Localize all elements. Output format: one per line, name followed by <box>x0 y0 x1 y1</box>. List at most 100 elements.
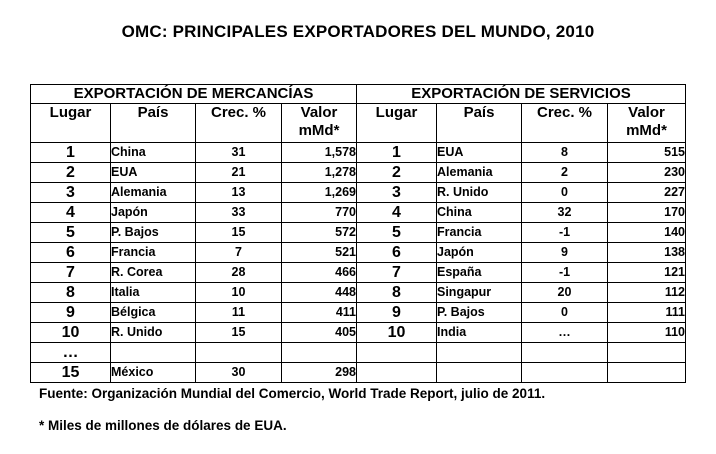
serv-growth-cell: 32 <box>521 202 608 223</box>
serv-rank-cell: 2 <box>356 162 437 183</box>
serv-value-cell <box>607 362 686 383</box>
serv-growth-cell: 8 <box>521 142 608 163</box>
merch-rank-cell: 7 <box>30 262 111 283</box>
table-row: 3 Alemania 13 1,269 3 R. Unido 0 227 <box>30 182 686 203</box>
serv-value-cell: 112 <box>607 282 686 303</box>
merch-country-cell: Japón <box>110 202 196 223</box>
merch-col-growth: Crec. % <box>195 103 282 143</box>
serv-growth-cell: 9 <box>521 242 608 263</box>
serv-col-value: Valor mMd* <box>607 103 686 143</box>
table-row: 2 EUA 21 1,278 2 Alemania 2 230 <box>30 162 686 183</box>
merch-growth-cell: 15 <box>195 222 282 243</box>
serv-growth-cell: 20 <box>521 282 608 303</box>
serv-rank-cell: 1 <box>356 142 437 163</box>
serv-country-cell: Singapur <box>436 282 522 303</box>
merch-value-cell: 405 <box>281 322 357 343</box>
merch-rank-cell: 4 <box>30 202 111 223</box>
merch-rank-cell: 9 <box>30 302 111 323</box>
merch-growth-cell: 21 <box>195 162 282 183</box>
merch-value-cell: 1,269 <box>281 182 357 203</box>
merch-rank-cell: 15 <box>30 362 111 383</box>
serv-growth-cell <box>521 342 608 363</box>
serv-value-cell: 138 <box>607 242 686 263</box>
table-row: 5 P. Bajos 15 572 5 Francia -1 140 <box>30 222 686 243</box>
merch-col-rank: Lugar <box>30 103 111 143</box>
merch-rank-cell: 6 <box>30 242 111 263</box>
merch-growth-cell: 15 <box>195 322 282 343</box>
serv-growth-cell: -1 <box>521 262 608 283</box>
serv-value-cell: 110 <box>607 322 686 343</box>
table-row: … <box>30 342 686 363</box>
merch-country-cell: EUA <box>110 162 196 183</box>
serv-country-cell: Japón <box>436 242 522 263</box>
merch-country-cell <box>110 342 196 363</box>
serv-country-cell: China <box>436 202 522 223</box>
merch-rank-cell: 8 <box>30 282 111 303</box>
merch-value-cell: 411 <box>281 302 357 323</box>
serv-rank-cell: 4 <box>356 202 437 223</box>
merch-growth-cell <box>195 342 282 363</box>
merch-value-cell: 1,278 <box>281 162 357 183</box>
merch-country-cell: R. Corea <box>110 262 196 283</box>
serv-value-cell: 111 <box>607 302 686 323</box>
serv-growth-cell <box>521 362 608 383</box>
merch-value-cell: 298 <box>281 362 357 383</box>
merch-country-cell: Bélgica <box>110 302 196 323</box>
group-header-row: EXPORTACIÓN DE MERCANCÍAS EXPORTACIÓN DE… <box>30 84 686 104</box>
table-row: 8 Italia 10 448 8 Singapur 20 112 <box>30 282 686 303</box>
table-row: 4 Japón 33 770 4 China 32 170 <box>30 202 686 223</box>
merch-rank-cell: 2 <box>30 162 111 183</box>
merch-value-cell: 466 <box>281 262 357 283</box>
serv-rank-cell: 6 <box>356 242 437 263</box>
serv-col-growth: Crec. % <box>521 103 608 143</box>
merch-country-cell: R. Unido <box>110 322 196 343</box>
merch-country-cell: China <box>110 142 196 163</box>
footnote: * Miles de millones de dólares de EUA. <box>39 418 287 433</box>
merch-value-cell: 448 <box>281 282 357 303</box>
merch-growth-cell: 10 <box>195 282 282 303</box>
column-header-row: Lugar País Crec. % Valor mMd* Lugar País… <box>30 103 686 143</box>
table-body: 1 China 31 1,578 1 EUA 8 515 2 EUA 21 1,278 2 Alemani… <box>30 142 686 383</box>
serv-col-country: País <box>436 103 522 143</box>
serv-rank-cell <box>356 342 437 363</box>
table-row: 9 Bélgica 11 411 9 P. Bajos 0 111 <box>30 302 686 323</box>
serv-country-cell: P. Bajos <box>436 302 522 323</box>
merch-growth-cell: 13 <box>195 182 282 203</box>
merch-country-cell: Alemania <box>110 182 196 203</box>
merch-value-cell: 770 <box>281 202 357 223</box>
merch-value-cell <box>281 342 357 363</box>
serv-rank-cell: 8 <box>356 282 437 303</box>
merch-country-cell: Francia <box>110 242 196 263</box>
merch-growth-cell: 30 <box>195 362 282 383</box>
serv-rank-cell: 7 <box>356 262 437 283</box>
merch-country-cell: México <box>110 362 196 383</box>
table-row: 10 R. Unido 15 405 10 India… 110 <box>30 322 686 343</box>
merch-rank-cell: … <box>30 342 111 363</box>
serv-value-cell: 515 <box>607 142 686 163</box>
merch-country-cell: P. Bajos <box>110 222 196 243</box>
merch-value-cell: 572 <box>281 222 357 243</box>
serv-value-cell: 170 <box>607 202 686 223</box>
serv-value-cell: 227 <box>607 182 686 203</box>
serv-growth-cell: … <box>521 322 608 343</box>
serv-growth-cell: 2 <box>521 162 608 183</box>
source-note: Fuente: Organización Mundial del Comerci… <box>39 386 546 401</box>
services-heading: EXPORTACIÓN DE SERVICIOS <box>356 84 686 104</box>
serv-value-cell <box>607 342 686 363</box>
merchandise-heading: EXPORTACIÓN DE MERCANCÍAS <box>30 84 357 104</box>
serv-country-cell: R. Unido <box>436 182 522 203</box>
exporters-table: EXPORTACIÓN DE MERCANCÍAS EXPORTACIÓN DE… <box>30 84 686 383</box>
serv-country-cell: India <box>436 322 522 343</box>
serv-rank-cell: 3 <box>356 182 437 203</box>
merch-rank-cell: 3 <box>30 182 111 203</box>
merch-growth-cell: 11 <box>195 302 282 323</box>
merch-growth-cell: 7 <box>195 242 282 263</box>
serv-growth-cell: 0 <box>521 302 608 323</box>
table-row: 15 México 30 298 <box>30 362 686 383</box>
serv-value-cell: 230 <box>607 162 686 183</box>
serv-rank-cell: 5 <box>356 222 437 243</box>
merch-growth-cell: 28 <box>195 262 282 283</box>
serv-country-cell: EUA <box>436 142 522 163</box>
serv-value-cell: 140 <box>607 222 686 243</box>
table-row: 1 China 31 1,578 1 EUA 8 515 <box>30 142 686 163</box>
